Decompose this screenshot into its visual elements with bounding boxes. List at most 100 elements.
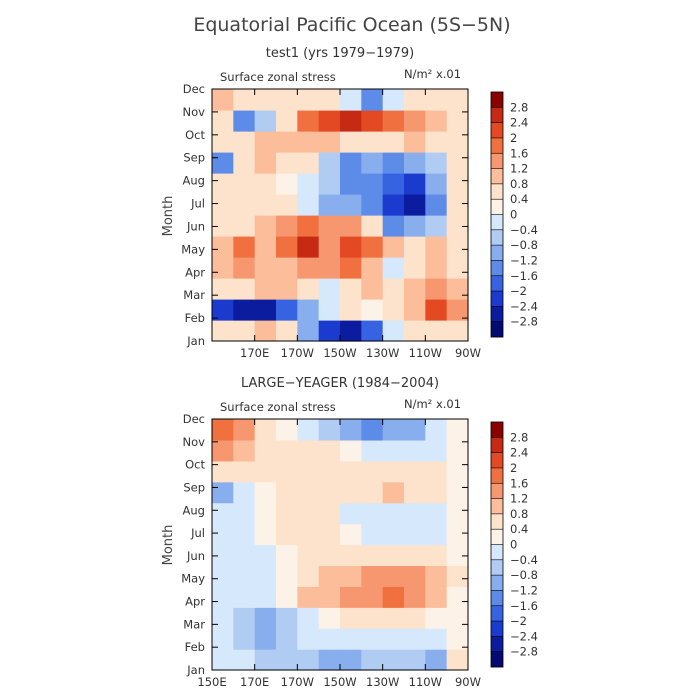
heatmap-cell: [297, 649, 320, 671]
y-tick-label: Jul: [190, 197, 205, 211]
panel-2-units-label: N/m² x.01: [404, 397, 461, 411]
y-tick-label: Oct: [185, 128, 205, 142]
y-tick-label: Dec: [183, 412, 205, 426]
heatmap-cell: [254, 257, 277, 279]
heatmap-cell: [212, 110, 234, 132]
heatmap-cell: [382, 278, 405, 300]
heatmap-cell: [276, 131, 298, 153]
heatmap-cell: [340, 89, 362, 111]
colorbar-label: 2.4: [510, 446, 528, 460]
heatmap-cell: [297, 215, 320, 237]
heatmap-cell: [404, 194, 426, 216]
heatmap-cell: [361, 607, 384, 629]
heatmap-cell: [233, 502, 256, 525]
colorbar-swatch: [491, 306, 503, 322]
heatmap-cell: [382, 320, 405, 342]
heatmap-cell: [340, 152, 362, 174]
heatmap-cell: [318, 523, 341, 546]
heatmap-cell: [382, 89, 405, 111]
colorbar-swatch: [491, 513, 503, 530]
heatmap-cell: [446, 649, 469, 671]
heatmap-cell: [297, 460, 320, 483]
heatmap-cell: [404, 544, 426, 567]
colorbar-label: 2.8: [510, 430, 528, 444]
heatmap-cell: [361, 544, 384, 567]
heatmap-cell: [233, 173, 256, 195]
figure-title: Equatorial Pacific Ocean (5S−5N): [193, 14, 510, 36]
heatmap-cell: [297, 131, 320, 153]
heatmap-cell: [425, 299, 448, 321]
heatmap-cell: [318, 419, 341, 441]
heatmap-cell: [233, 481, 256, 504]
heatmap-cell: [361, 236, 384, 258]
heatmap-cell: [212, 523, 234, 546]
colorbar-swatch: [491, 590, 503, 607]
heatmap-cell: [404, 173, 426, 195]
heatmap-cell: [404, 628, 426, 650]
x-tick-label: 150W: [323, 675, 356, 689]
heatmap-cell: [233, 194, 256, 216]
colorbar-swatch: [491, 452, 503, 469]
colorbar-label: 2: [510, 131, 517, 145]
heatmap-cell: [212, 565, 234, 587]
heatmap-cell: [340, 523, 362, 546]
heatmap-cell: [382, 110, 405, 132]
colorbar-swatch: [491, 183, 503, 200]
heatmap-cell: [382, 419, 405, 441]
colorbar-swatch: [491, 422, 503, 438]
colorbar-label: −2: [510, 284, 527, 298]
heatmap-cell: [233, 439, 256, 462]
heatmap-cell: [425, 523, 448, 546]
heatmap-cell: [212, 257, 234, 279]
heatmap-cell: [318, 236, 341, 258]
heatmap-cell: [446, 481, 469, 504]
heatmap-cell: [297, 257, 320, 279]
heatmap-cell: [404, 502, 426, 525]
y-tick-label: Nov: [183, 105, 206, 119]
heatmap-cell: [361, 439, 384, 462]
heatmap-cell: [361, 299, 384, 321]
heatmap-cell: [361, 320, 384, 342]
heatmap-cell: [425, 215, 448, 237]
heatmap-cell: [340, 544, 362, 567]
heatmap-cell: [446, 607, 469, 629]
heatmap-cell: [382, 194, 405, 216]
heatmap-cell: [404, 523, 426, 546]
heatmap-cell: [404, 110, 426, 132]
heatmap-cell: [254, 89, 277, 111]
heatmap-cell: [340, 419, 362, 441]
heatmap-cell: [254, 299, 277, 321]
colorbar-label: −2.8: [510, 315, 538, 329]
x-tick-label: 170E: [240, 346, 269, 360]
heatmap-cell: [212, 628, 234, 650]
heatmap-cell: [297, 299, 320, 321]
heatmap-cell: [276, 502, 298, 525]
heatmap-cell: [361, 565, 384, 587]
heatmap-cell: [276, 152, 298, 174]
colorbar-swatch: [491, 291, 503, 307]
heatmap-cell: [233, 523, 256, 546]
heatmap-cell: [361, 460, 384, 483]
y-tick-label: Jan: [186, 663, 205, 677]
heatmap-cell: [297, 607, 320, 629]
heatmap-cell: [446, 89, 469, 111]
heatmap-cell: [297, 502, 320, 525]
colorbar-label: 0.4: [510, 522, 528, 536]
panel-1-y-ticks: Jan Feb Mar Apr May Jun Jul Aug Sep Oct Nov Dec: [181, 82, 468, 348]
heatmap-cell: [297, 173, 320, 195]
heatmap-cell: [361, 257, 384, 279]
heatmap-cell: [361, 481, 384, 504]
heatmap-cell: [276, 299, 298, 321]
heatmap-cell: [254, 173, 277, 195]
panel-2-y-axis-label: Month: [161, 525, 176, 566]
heatmap-cell: [297, 628, 320, 650]
heatmap-cell: [382, 131, 405, 153]
colorbar-label: −2.4: [510, 299, 538, 313]
heatmap-cell: [382, 173, 405, 195]
heatmap-cell: [212, 586, 234, 608]
heatmap-cell: [297, 194, 320, 216]
heatmap-cell: [425, 194, 448, 216]
heatmap-cell: [446, 586, 469, 608]
heatmap-cell: [233, 89, 256, 111]
heatmap-cell: [233, 299, 256, 321]
